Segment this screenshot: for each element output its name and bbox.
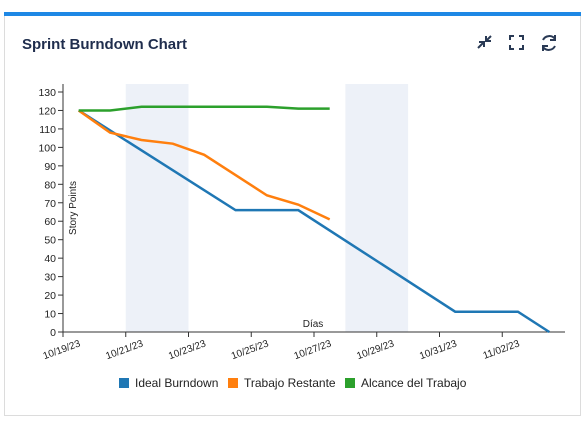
y-tick-label: 90: [44, 161, 56, 173]
y-tick-label: 80: [44, 179, 56, 191]
y-tick-label: 50: [44, 235, 56, 247]
widget-title: Sprint Burndown Chart: [22, 36, 187, 53]
x-axis-label: Días: [303, 319, 324, 330]
legend-swatch: [228, 378, 238, 388]
y-axis-label: Story Points: [68, 181, 79, 235]
legend-label: Ideal Burndown: [135, 376, 218, 390]
card: [4, 13, 581, 416]
legend-label: Alcance del Trabajo: [361, 376, 467, 390]
legend-swatch: [345, 378, 355, 388]
y-tick-label: 40: [44, 253, 56, 265]
refresh-icon[interactable]: [542, 35, 556, 51]
y-tick-label: 20: [44, 290, 56, 302]
collapse-icon[interactable]: [477, 35, 492, 49]
series-line: [78, 105, 330, 112]
y-tick-label: 60: [44, 216, 56, 228]
y-tick-label: 120: [38, 105, 56, 117]
shaded-range: [125, 84, 189, 332]
y-tick-label: 30: [44, 272, 56, 284]
series-line: [77, 109, 331, 221]
y-tick-label: 100: [38, 142, 56, 154]
y-tick-label: 0: [50, 327, 56, 339]
y-tick-label: 110: [39, 124, 56, 136]
series-line: [78, 109, 550, 334]
y-tick-label: 70: [44, 198, 56, 210]
y-tick-label: 10: [44, 309, 56, 321]
card-top-bar: [4, 12, 581, 16]
y-tick-label: 130: [38, 87, 56, 99]
legend-swatch: [119, 378, 129, 388]
legend-label: Trabajo Restante: [244, 376, 336, 390]
fullscreen-icon[interactable]: [509, 35, 524, 50]
shaded-range: [345, 84, 409, 332]
